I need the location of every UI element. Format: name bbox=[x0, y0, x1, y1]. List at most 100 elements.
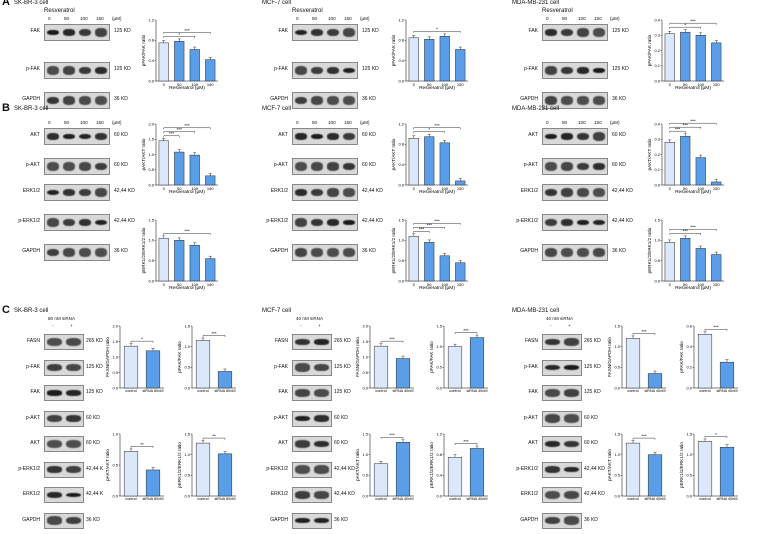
kd-label: 42,44 K bbox=[86, 491, 104, 497]
blot-band bbox=[592, 28, 606, 37]
blot-band bbox=[544, 466, 561, 473]
sirna-label: 80 nM siRNA bbox=[48, 316, 76, 321]
chart-tick-label: 0.4 bbox=[398, 58, 404, 63]
chart-bar bbox=[664, 142, 675, 186]
chart-category-label: 150 bbox=[713, 82, 720, 87]
chart-bar bbox=[625, 338, 641, 389]
blot-band bbox=[310, 248, 324, 257]
blot-band bbox=[62, 189, 76, 196]
blot-band bbox=[326, 133, 340, 140]
chart-xlabel: Resveratrol (μM) bbox=[675, 189, 711, 195]
blot-label: GAPDH bbox=[270, 96, 288, 102]
chart-tick-label: 1.0 bbox=[614, 452, 620, 457]
chart-ylabel: FASN/GAPDH ratio bbox=[105, 337, 110, 377]
blot-band bbox=[563, 516, 580, 525]
significance-marker: *** bbox=[641, 329, 647, 334]
chart-bar bbox=[123, 345, 139, 389]
chart-category-label: control bbox=[125, 389, 137, 393]
blot-band bbox=[544, 414, 561, 423]
chart-bar bbox=[447, 457, 463, 497]
chart-bar bbox=[373, 345, 389, 389]
lane-label: + bbox=[568, 323, 571, 328]
chart-category-label: control bbox=[449, 389, 461, 393]
chart-bar bbox=[625, 442, 641, 497]
chart-ylabel: pFAK/FAK ratio bbox=[141, 34, 146, 66]
blot-label: p-AKT bbox=[523, 414, 538, 421]
blot-band bbox=[313, 465, 330, 474]
chart-bar bbox=[158, 140, 169, 186]
blot-label: p-FAK bbox=[524, 363, 538, 370]
kd-label: 60 KD bbox=[334, 414, 348, 421]
chart-bar bbox=[711, 254, 722, 282]
chart-bar bbox=[189, 49, 200, 82]
significance-bracket bbox=[454, 332, 478, 335]
western-blot-strip bbox=[292, 512, 332, 529]
chart-bar bbox=[439, 142, 450, 186]
chart-bar bbox=[408, 37, 419, 82]
blot-band bbox=[46, 189, 60, 196]
chart-tick-label: 0.2 bbox=[654, 152, 660, 157]
chart-bar bbox=[424, 39, 435, 82]
kd-label: 36 KD bbox=[362, 248, 376, 254]
panel-letter: B bbox=[2, 102, 10, 114]
blot-label: FAK bbox=[30, 389, 40, 395]
kd-label: 42,44 KD bbox=[362, 188, 383, 194]
significance-marker: ** bbox=[212, 433, 216, 438]
chart-category-label: 150 bbox=[207, 82, 214, 87]
significance-bracket bbox=[380, 340, 404, 343]
kd-label: 42,44 K bbox=[86, 465, 104, 472]
chart-tick-label: 0.1 bbox=[654, 63, 660, 68]
blot-band bbox=[342, 188, 356, 197]
chart-tick-label: 0.0 bbox=[184, 493, 190, 498]
chart-bar bbox=[664, 33, 675, 82]
chart-category-label: siRNA 80nM bbox=[142, 389, 163, 393]
significance-bracket bbox=[632, 333, 656, 335]
significance-marker: *** bbox=[427, 223, 433, 228]
blot-band bbox=[294, 133, 308, 140]
chart-bar bbox=[680, 238, 691, 282]
blot-band bbox=[326, 162, 340, 171]
blot-label: p-ERK1/2 bbox=[266, 218, 288, 224]
chart-bar bbox=[174, 41, 185, 82]
concentration-label: 0 bbox=[296, 120, 299, 125]
chart-tick-label: 1.0 bbox=[398, 238, 404, 243]
concentration-label: 150 bbox=[344, 16, 352, 21]
significance-bracket bbox=[413, 127, 461, 130]
western-blot-strip bbox=[44, 184, 110, 201]
significance-marker: *** bbox=[675, 127, 681, 132]
blot-band bbox=[94, 96, 108, 105]
chart-xlabel: Resveratrol (μM) bbox=[419, 285, 455, 291]
significance-bracket bbox=[632, 437, 656, 440]
chart-bar bbox=[189, 154, 200, 186]
significance-bracket bbox=[669, 27, 701, 29]
kd-label: 125 KD bbox=[334, 363, 351, 370]
blot-band bbox=[342, 219, 356, 226]
significance-bracket bbox=[163, 36, 195, 38]
significance-marker: * bbox=[715, 432, 717, 437]
blot-label: FAK bbox=[30, 28, 40, 34]
blot-band bbox=[65, 363, 82, 372]
significance-marker: *** bbox=[177, 127, 183, 132]
western-blot-strip bbox=[292, 461, 332, 478]
western-blot-strip bbox=[292, 158, 358, 175]
blot-label: ERK1/2 bbox=[22, 491, 40, 497]
blot-label: ERK1/2 bbox=[270, 491, 288, 497]
concentration-label: (μM) bbox=[360, 16, 370, 21]
western-blot-strip bbox=[542, 128, 608, 145]
sirna-label: 40 nM siRNA bbox=[546, 316, 574, 321]
western-blot-strip bbox=[542, 158, 608, 175]
blot-band bbox=[294, 218, 308, 227]
chart-tick-label: 0.0 bbox=[614, 385, 620, 390]
concentration-label: 100 bbox=[578, 16, 586, 21]
kd-label: 60 KD bbox=[584, 414, 598, 421]
significance-marker: *** bbox=[690, 225, 696, 230]
kd-label: 125 KD bbox=[334, 389, 351, 395]
chart-category-label: 100 bbox=[697, 186, 704, 191]
blot-label: GAPDH bbox=[270, 516, 288, 523]
chart-tick-label: 0.0 bbox=[362, 493, 368, 498]
chart-tick-label: 1.0 bbox=[614, 344, 620, 349]
blot-band bbox=[592, 163, 606, 170]
